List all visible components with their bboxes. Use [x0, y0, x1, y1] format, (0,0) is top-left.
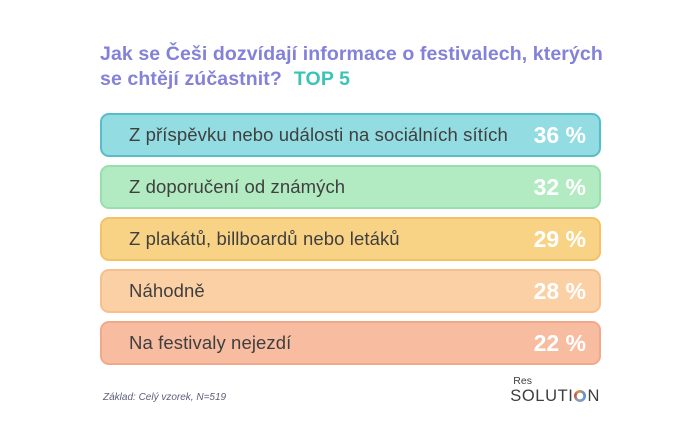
bar-label: Z doporučení od známých	[129, 176, 346, 197]
logo-solution-part1: SOLUTI	[510, 386, 574, 405]
bar-row-randomly: Náhodně 28 %	[100, 269, 601, 313]
bar-value: 32 %	[533, 173, 586, 200]
chart-title: Jak se Češi dozvídají informace o festiv…	[100, 42, 620, 92]
bar-label: Z plakátů, billboardů nebo letáků	[129, 228, 400, 249]
bar-list: Z příspěvku nebo události na sociálních …	[100, 113, 601, 373]
bar-value: 29 %	[533, 225, 586, 252]
logo-res-text: Res	[513, 375, 532, 387]
logo-solution-text: SOLUTI N	[510, 386, 600, 405]
bar-label: Náhodně	[129, 280, 205, 301]
bar-value: 36 %	[533, 121, 586, 148]
chart-title-highlight: TOP 5	[293, 68, 351, 90]
logo-color-ring-icon	[574, 389, 587, 402]
bar-label: Z příspěvku nebo události na sociálních …	[129, 124, 508, 145]
logo-solution-part2: N	[587, 386, 600, 405]
base-note: Základ: Celý vzorek, N=519	[103, 392, 227, 403]
bar-row-recommendations: Z doporučení od známých 32 %	[100, 165, 601, 209]
bar-row-no-festivals: Na festivaly nejezdí 22 %	[100, 321, 601, 365]
bar-row-social-media: Z příspěvku nebo události na sociálních …	[100, 113, 601, 157]
bar-label: Na festivaly nejezdí	[129, 332, 292, 353]
ressolution-logo: Res SOLUTI N	[510, 376, 600, 404]
bar-value: 28 %	[533, 277, 586, 304]
chart-title-line1: Jak se Češi dozvídají informace o festiv…	[100, 43, 603, 65]
bar-value: 22 %	[533, 329, 586, 356]
bar-row-posters: Z plakátů, billboardů nebo letáků 29 %	[100, 217, 601, 261]
chart-title-line2: se chtějí zúčastnit?	[100, 68, 282, 90]
